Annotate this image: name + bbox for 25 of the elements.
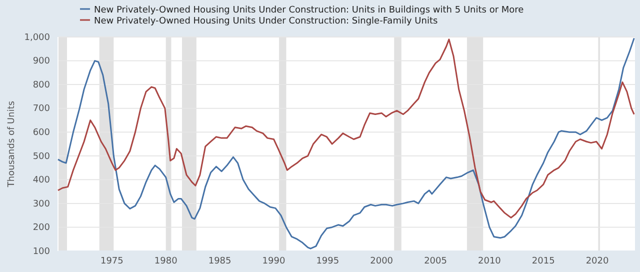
legend-label: New Privately-Owned Housing Units Under Construction: Units in Buildings with 5 Units or More <box>94 6 524 16</box>
x-tick-label: 1995 <box>316 256 340 266</box>
legend-label: New Privately-Owned Housing Units Under Construction: Single-Family Units <box>94 16 438 26</box>
line-series <box>57 37 635 250</box>
x-tick-label: 2005 <box>424 256 447 266</box>
x-tick-label: 1990 <box>262 256 286 266</box>
x-tick-label: 2000 <box>370 256 394 266</box>
x-tick-label: 2015 <box>532 256 555 266</box>
y-tick-label: 900 <box>32 56 50 67</box>
x-tick-label: 2020 <box>586 256 610 266</box>
y-tick-label: 500 <box>32 152 50 162</box>
y-tick-label: 200 <box>32 223 50 234</box>
y-tick-label: 400 <box>32 176 50 186</box>
y-tick-label: 1,000 <box>24 32 50 43</box>
y-tick-label: 100 <box>32 246 50 257</box>
x-tick-label: 1975 <box>100 256 124 266</box>
y-axis-title: Thousands of Units <box>7 100 17 188</box>
y-tick-label: 800 <box>32 80 50 90</box>
x-tick-label: 1985 <box>208 256 232 266</box>
line-series <box>57 38 635 218</box>
y-tick-label: 700 <box>32 104 50 114</box>
y-tick-label: 600 <box>32 128 50 138</box>
x-tick-label: 2010 <box>478 256 502 266</box>
x-tick-label: 1980 <box>154 256 178 266</box>
y-tick-label: 300 <box>32 199 50 210</box>
